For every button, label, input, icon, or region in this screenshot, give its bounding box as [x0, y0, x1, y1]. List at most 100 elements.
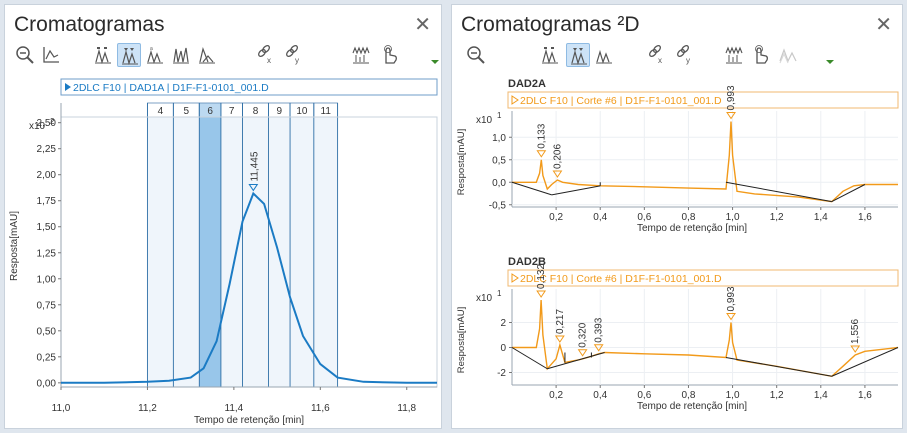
y-tick-label: -2 — [497, 368, 506, 379]
fraction-band — [147, 117, 174, 387]
x-tick-label: 1,2 — [770, 212, 784, 223]
x-tick-label: 0,8 — [682, 390, 696, 401]
fraction-band — [242, 117, 269, 387]
peak-label-active-icon[interactable] — [117, 43, 141, 67]
y-tick-label: 2,50 — [37, 118, 57, 129]
peak-marker — [850, 345, 861, 353]
x-tick-label: 1,2 — [770, 390, 784, 401]
panel-title: Cromatogramas ²D — [461, 13, 640, 36]
peak-marker — [552, 170, 563, 178]
y-tick-label: 0 — [500, 343, 506, 354]
baseline-segment — [551, 185, 601, 196]
link-x-icon[interactable]: x — [253, 43, 277, 67]
subchart-title: DAD2A — [508, 78, 546, 90]
peak-marker — [554, 335, 565, 343]
multi-peak-icon[interactable] — [169, 43, 193, 67]
x-tick-label: 0,6 — [637, 390, 651, 401]
baseline-segment — [511, 181, 552, 196]
fraction-band — [290, 117, 314, 387]
panel-title: Cromatogramas — [14, 13, 165, 36]
x-tick-label: 1,6 — [858, 390, 872, 401]
x-tick-label: 0,8 — [682, 212, 696, 223]
peak-marker — [536, 290, 547, 298]
y-exponent-power: 1 — [497, 111, 502, 120]
chart-header-box — [507, 269, 899, 287]
y-tick-label: 0,75 — [37, 300, 57, 311]
chromatogram-series-line — [512, 121, 898, 203]
svg-text:x: x — [658, 56, 662, 65]
x-axis-label: Tempo de retenção [min] — [194, 415, 304, 426]
chevron-down-icon[interactable] — [824, 55, 836, 79]
chart-header-box — [507, 91, 899, 109]
y-tick-label: 1,50 — [37, 222, 57, 233]
baseline-segment — [547, 352, 605, 370]
spectrum-icon[interactable] — [349, 43, 373, 67]
baseline-segment — [725, 181, 832, 203]
fraction-band — [313, 117, 338, 387]
y-tick-label: -0,5 — [489, 200, 507, 211]
svg-text:a: a — [150, 46, 153, 52]
x-tick-label: 0,4 — [593, 390, 607, 401]
chevron-down-icon[interactable] — [429, 55, 441, 79]
peak-label: 0,393 — [594, 317, 605, 342]
zoom-out-icon[interactable] — [464, 43, 488, 67]
peak-marker — [726, 112, 736, 120]
x-tick-label: 0,2 — [549, 212, 563, 223]
fraction-label: 9 — [276, 106, 282, 117]
x-tick-label: 1,0 — [726, 212, 740, 223]
y-tick-label: 1,00 — [37, 274, 57, 285]
x-tick-label: 11,6 — [311, 403, 330, 414]
baseline-segment — [831, 347, 899, 377]
x-tick-label: 11,2 — [138, 403, 157, 414]
spectrum-icon[interactable] — [722, 43, 746, 67]
zoom-out-icon[interactable] — [13, 43, 37, 67]
y-axis-label: Resposta[mAU] — [9, 211, 20, 281]
expand-icon — [511, 273, 519, 283]
chart-header-box — [60, 78, 438, 96]
x-tick-label: 0,2 — [549, 390, 563, 401]
peak-label: 0,206 — [552, 144, 563, 169]
fraction-band — [173, 117, 200, 387]
peak-icon[interactable] — [592, 43, 616, 67]
link-y-icon[interactable]: y — [672, 43, 696, 67]
y-tick-label: 1,0 — [492, 133, 506, 144]
fraction-label: 10 — [296, 106, 308, 117]
chromatogram-2d-panel: Cromatogramas ²D ✕ x y — [451, 4, 903, 429]
subchart-title: DAD2B — [508, 256, 546, 268]
fraction-label: 4 — [158, 106, 164, 117]
peak-label: 0,993 — [726, 286, 737, 311]
fraction-label: 6 — [207, 106, 213, 117]
peak-label-icon[interactable] — [538, 43, 562, 67]
peak-label-icon[interactable] — [91, 43, 115, 67]
chromatogram-2d-charts: DAD2A 2DLC F10 | Corte #6 | D1F-F1-0101_0… — [456, 78, 899, 412]
fraction-band — [220, 117, 243, 387]
y-exponent-power: 2 — [50, 117, 55, 126]
expand-icon — [511, 95, 519, 105]
link-y-icon[interactable]: y — [281, 43, 305, 67]
axis-icon[interactable] — [39, 43, 63, 67]
peak-marker — [726, 313, 736, 321]
baseline-segment — [511, 347, 548, 370]
svg-text:x: x — [267, 56, 271, 65]
y-exponent-power: 1 — [497, 289, 502, 298]
y-exponent: x10 — [29, 121, 46, 132]
peak-icon[interactable]: a — [143, 43, 167, 67]
close-icon[interactable]: ✕ — [414, 14, 431, 36]
y-tick-label: 2 — [500, 318, 506, 329]
peak-label-active-icon[interactable] — [566, 43, 590, 67]
x-axis-label: Tempo de retenção [min] — [637, 401, 747, 412]
peak-marker — [536, 150, 547, 158]
close-icon[interactable]: ✕ — [875, 14, 892, 36]
chromatogram-series-line — [61, 191, 437, 384]
svg-text:y: y — [295, 56, 299, 65]
hand-icon[interactable] — [377, 43, 401, 67]
overlay-disabled-icon — [776, 43, 800, 67]
baseline-segment — [831, 184, 866, 203]
area-icon[interactable] — [195, 43, 219, 67]
y-tick-label: 2,00 — [37, 170, 57, 181]
x-tick-label: 1,4 — [814, 390, 828, 401]
hand-icon[interactable] — [748, 43, 772, 67]
chart-header-label: 2DLC F10 | Corte #6 | D1F-F1-0101_001.D — [520, 95, 722, 107]
link-x-icon[interactable]: x — [644, 43, 668, 67]
x-tick-label: 11,8 — [397, 403, 416, 414]
